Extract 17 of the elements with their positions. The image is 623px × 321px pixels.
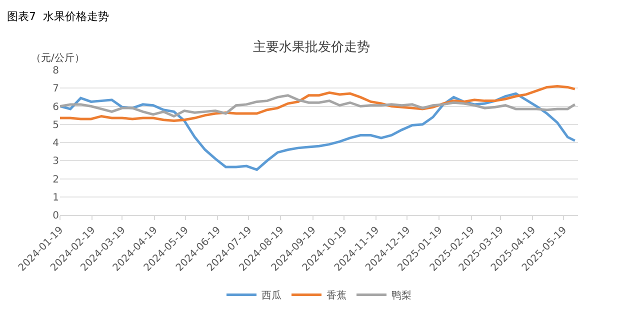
y-tick-label: 6 (52, 102, 59, 113)
text: 图表7 水果价格走势 (7, 10, 109, 23)
y-axis-title: （元/公斤） (31, 52, 84, 64)
y-tick-label: 4 (52, 138, 59, 149)
y-tick-label: 0 (52, 210, 59, 222)
legend-label: 香蕉 (326, 290, 346, 302)
y-tick-label: 3 (52, 156, 59, 168)
line-series (60, 94, 576, 118)
y-tick-label: 7 (52, 84, 59, 95)
line-series (60, 85, 576, 122)
legend-label: 西瓜 (262, 290, 282, 302)
legend-label: 鸭梨 (392, 290, 412, 302)
y-tick-label: 2 (52, 174, 59, 186)
y-tick-label: 8 (52, 66, 59, 76)
chart-title: 主要水果批发价走势 (253, 38, 370, 55)
y-tick-label: 1 (52, 192, 59, 204)
y-tick-label: 5 (52, 120, 59, 131)
